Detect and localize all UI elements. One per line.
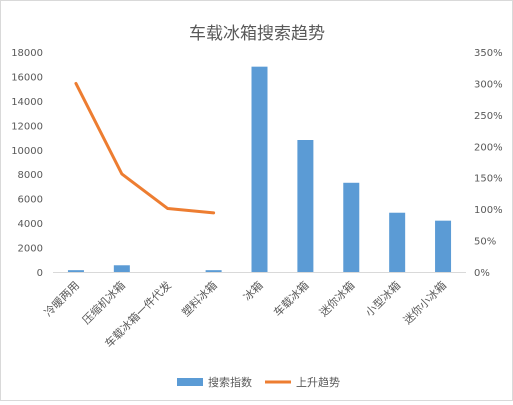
- x-tick-label: 塑料冰箱: [179, 278, 220, 319]
- y-left-tick-label: 4000: [18, 219, 43, 230]
- chart-title: 车载冰箱搜索趋势: [189, 24, 325, 44]
- y-left-tick-label: 10000: [11, 146, 43, 157]
- bar: [113, 265, 130, 272]
- y-left-tick-label: 12000: [11, 121, 43, 132]
- y-left-tick-label: 14000: [11, 97, 43, 108]
- legend-swatch-bar: [177, 378, 203, 386]
- bar: [205, 270, 222, 272]
- x-tick-label: 冷暖两用: [42, 279, 82, 319]
- x-tick-label: 压缩机冰箱: [79, 278, 128, 327]
- legend-label: 上升趋势: [296, 376, 340, 389]
- bar: [389, 212, 406, 272]
- y-right-tick-label: 50%: [474, 237, 496, 248]
- y-left-tick-label: 0: [37, 268, 43, 279]
- bar: [297, 140, 314, 272]
- y-right-tick-label: 0%: [474, 268, 490, 279]
- legend: 搜索指数 上升趋势: [177, 375, 340, 389]
- x-tick-label: 迷你冰箱: [316, 278, 357, 319]
- bar: [343, 182, 360, 272]
- legend-label: 搜索指数: [208, 375, 252, 389]
- y-right-tick-label: 250%: [474, 111, 503, 122]
- y-right-tick-label: 150%: [474, 174, 503, 185]
- y-right-tick-label: 200%: [474, 142, 503, 153]
- x-tick-label: 小型冰箱: [362, 278, 403, 319]
- trend-line: [74, 81, 216, 215]
- x-tick-label: 车载冰箱: [270, 278, 311, 319]
- bar: [67, 270, 84, 272]
- y-left-tick-label: 6000: [18, 195, 43, 206]
- y-right-tick-label: 300%: [474, 79, 503, 90]
- y-right-tick-label: 100%: [474, 205, 503, 216]
- x-tick-label: 迷你小冰箱: [400, 278, 449, 327]
- y-left-tick-label: 16000: [11, 72, 43, 83]
- x-tick-label: 冰箱: [240, 278, 265, 303]
- y-left-tick-label: 2000: [18, 244, 43, 255]
- y-right-tick-label: 350%: [474, 48, 503, 59]
- bar: [251, 66, 268, 273]
- bar: [435, 220, 452, 272]
- y-left-tick-label: 18000: [11, 48, 43, 59]
- y-left-tick-label: 8000: [18, 170, 43, 181]
